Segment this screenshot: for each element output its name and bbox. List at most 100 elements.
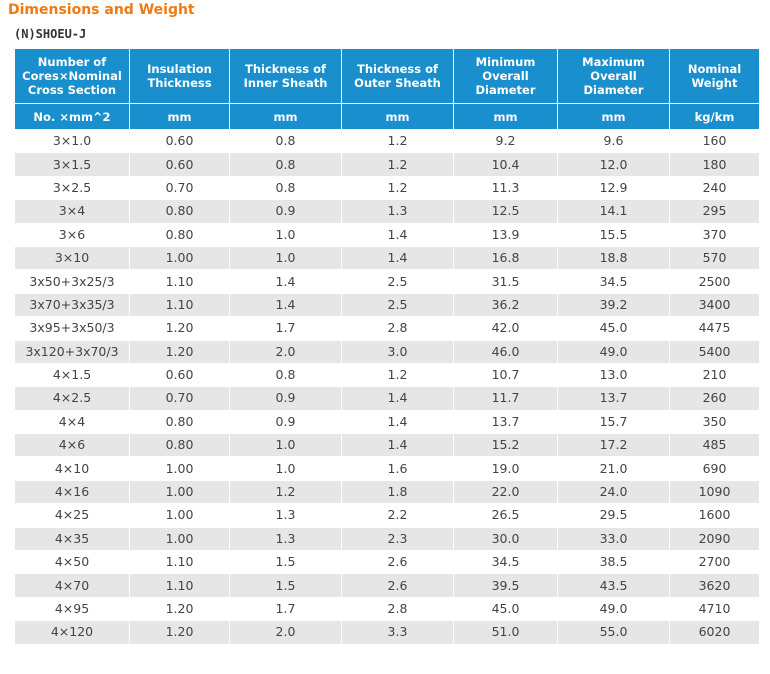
unit-max-overall-diameter: mm — [557, 103, 670, 130]
cell-min-overall-diameter: 10.4 — [453, 152, 558, 177]
cell-max-overall-diameter: 15.7 — [557, 409, 670, 435]
cell-cores-cross-section: 4×16 — [14, 479, 130, 505]
cell-nominal-weight: 3620 — [669, 573, 760, 598]
cell-nominal-weight: 2090 — [669, 526, 760, 552]
cell-outer-sheath-thickness: 1.3 — [341, 199, 454, 224]
cell-nominal-weight: 1600 — [669, 503, 760, 528]
cell-nominal-weight: 485 — [669, 433, 760, 458]
cell-nominal-weight: 370 — [669, 222, 760, 247]
cell-insulation-thickness: 1.10 — [129, 573, 230, 598]
cell-max-overall-diameter: 39.2 — [557, 292, 670, 318]
cell-min-overall-diameter: 12.5 — [453, 199, 558, 224]
cell-nominal-weight: 690 — [669, 456, 760, 481]
cell-insulation-thickness: 1.10 — [129, 269, 230, 294]
cell-cores-cross-section: 4×35 — [14, 526, 130, 552]
table-row: 3x70+3x35/3 1.10 1.4 2.5 36.2 39.2 3400 — [14, 292, 760, 318]
header-row: Number of Cores×Nominal Cross Section In… — [14, 48, 760, 104]
cell-max-overall-diameter: 18.8 — [557, 245, 670, 271]
table-row: 3×1.5 0.60 0.8 1.2 10.4 12.0 180 — [14, 152, 760, 177]
cell-inner-sheath-thickness: 1.0 — [229, 245, 342, 271]
cell-nominal-weight: 1090 — [669, 479, 760, 505]
cell-outer-sheath-thickness: 1.4 — [341, 433, 454, 458]
cell-min-overall-diameter: 13.9 — [453, 222, 558, 247]
unit-outer-sheath-thickness: mm — [341, 103, 454, 130]
cell-min-overall-diameter: 10.7 — [453, 362, 558, 388]
cell-insulation-thickness: 1.20 — [129, 316, 230, 341]
cell-outer-sheath-thickness: 1.4 — [341, 409, 454, 435]
cell-min-overall-diameter: 39.5 — [453, 573, 558, 598]
cell-max-overall-diameter: 24.0 — [557, 479, 670, 505]
cell-inner-sheath-thickness: 1.3 — [229, 526, 342, 552]
cell-outer-sheath-thickness: 2.2 — [341, 503, 454, 528]
cell-cores-cross-section: 3×1.0 — [14, 128, 130, 154]
cell-nominal-weight: 180 — [669, 152, 760, 177]
cell-insulation-thickness: 0.80 — [129, 409, 230, 435]
cell-outer-sheath-thickness: 2.6 — [341, 550, 454, 575]
table-row: 3x120+3x70/3 1.20 2.0 3.0 46.0 49.0 5400 — [14, 339, 760, 364]
cell-nominal-weight: 260 — [669, 386, 760, 411]
table-row: 3×4 0.80 0.9 1.3 12.5 14.1 295 — [14, 199, 760, 224]
cell-cores-cross-section: 4×6 — [14, 433, 130, 458]
cell-min-overall-diameter: 19.0 — [453, 456, 558, 481]
cell-insulation-thickness: 0.80 — [129, 222, 230, 247]
table-row: 4×4 0.80 0.9 1.4 13.7 15.7 350 — [14, 409, 760, 435]
table-row: 4×10 1.00 1.0 1.6 19.0 21.0 690 — [14, 456, 760, 481]
cell-outer-sheath-thickness: 3.0 — [341, 339, 454, 364]
unit-min-overall-diameter: mm — [453, 103, 558, 130]
cell-insulation-thickness: 1.00 — [129, 456, 230, 481]
cell-insulation-thickness: 0.60 — [129, 362, 230, 388]
cell-inner-sheath-thickness: 1.0 — [229, 433, 342, 458]
table-row: 3x50+3x25/3 1.10 1.4 2.5 31.5 34.5 2500 — [14, 269, 760, 294]
cell-cores-cross-section: 3x50+3x25/3 — [14, 269, 130, 294]
cell-insulation-thickness: 1.00 — [129, 503, 230, 528]
header-max-overall-diameter: Maximum Overall Diameter — [557, 48, 670, 104]
cell-max-overall-diameter: 49.0 — [557, 339, 670, 364]
table-row: 3x95+3x50/3 1.20 1.7 2.8 42.0 45.0 4475 — [14, 316, 760, 341]
table-body: 3×1.0 0.60 0.8 1.2 9.2 9.6 160 3×1.5 0.60 0.8 1.2 1… — [14, 128, 760, 645]
dimensions-weight-table: Number of Cores×Nominal Cross Section In… — [14, 48, 760, 645]
cell-nominal-weight: 570 — [669, 245, 760, 271]
cell-min-overall-diameter: 26.5 — [453, 503, 558, 528]
cell-min-overall-diameter: 9.2 — [453, 128, 558, 154]
cell-inner-sheath-thickness: 1.4 — [229, 269, 342, 294]
header-cores-cross-section: Number of Cores×Nominal Cross Section — [14, 48, 130, 104]
header-insulation-thickness: Insulation Thickness — [129, 48, 230, 104]
cell-outer-sheath-thickness: 1.2 — [341, 362, 454, 388]
table-row: 4×120 1.20 2.0 3.3 51.0 55.0 6020 — [14, 620, 760, 645]
cell-max-overall-diameter: 14.1 — [557, 199, 670, 224]
cell-insulation-thickness: 1.20 — [129, 339, 230, 364]
cell-max-overall-diameter: 38.5 — [557, 550, 670, 575]
cell-insulation-thickness: 1.00 — [129, 245, 230, 271]
cell-cores-cross-section: 4×120 — [14, 620, 130, 645]
cell-min-overall-diameter: 22.0 — [453, 479, 558, 505]
cell-min-overall-diameter: 45.0 — [453, 596, 558, 622]
cell-min-overall-diameter: 30.0 — [453, 526, 558, 552]
table-row: 4×16 1.00 1.2 1.8 22.0 24.0 1090 — [14, 479, 760, 505]
unit-cores-cross-section: No. ×mm^2 — [14, 103, 130, 130]
cell-nominal-weight: 210 — [669, 362, 760, 388]
unit-insulation-thickness: mm — [129, 103, 230, 130]
cell-inner-sheath-thickness: 0.9 — [229, 386, 342, 411]
cell-outer-sheath-thickness: 1.6 — [341, 456, 454, 481]
cell-max-overall-diameter: 33.0 — [557, 526, 670, 552]
cell-inner-sheath-thickness: 0.9 — [229, 199, 342, 224]
cell-cores-cross-section: 3x70+3x35/3 — [14, 292, 130, 318]
cell-cores-cross-section: 3×1.5 — [14, 152, 130, 177]
cell-insulation-thickness: 1.00 — [129, 479, 230, 505]
cell-max-overall-diameter: 55.0 — [557, 620, 670, 645]
table-row: 4×35 1.00 1.3 2.3 30.0 33.0 2090 — [14, 526, 760, 552]
cell-inner-sheath-thickness: 2.0 — [229, 620, 342, 645]
cell-min-overall-diameter: 11.3 — [453, 175, 558, 201]
cell-nominal-weight: 6020 — [669, 620, 760, 645]
cell-max-overall-diameter: 12.0 — [557, 152, 670, 177]
cell-cores-cross-section: 4×50 — [14, 550, 130, 575]
cell-min-overall-diameter: 46.0 — [453, 339, 558, 364]
cell-insulation-thickness: 0.60 — [129, 152, 230, 177]
cell-cores-cross-section: 3×6 — [14, 222, 130, 247]
table-row: 3×6 0.80 1.0 1.4 13.9 15.5 370 — [14, 222, 760, 247]
table-row: 4×70 1.10 1.5 2.6 39.5 43.5 3620 — [14, 573, 760, 598]
cell-nominal-weight: 240 — [669, 175, 760, 201]
cell-max-overall-diameter: 17.2 — [557, 433, 670, 458]
cell-inner-sheath-thickness: 0.9 — [229, 409, 342, 435]
cell-nominal-weight: 3400 — [669, 292, 760, 318]
